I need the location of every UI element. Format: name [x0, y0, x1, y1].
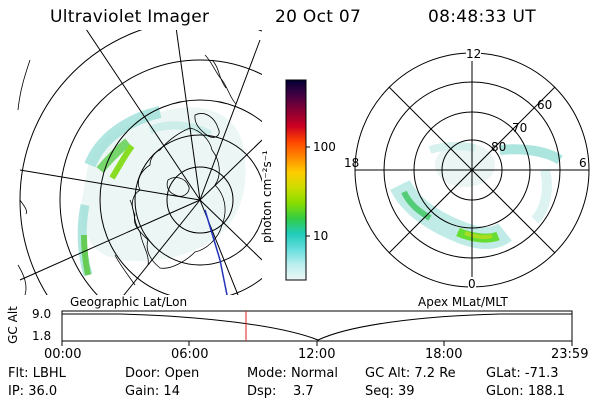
status-filter: Flt: LBHL — [8, 366, 66, 381]
mlt-lines — [355, 53, 589, 287]
left-map-caption: Geographic Lat/Lon — [70, 295, 188, 309]
status-ip: IP: 36.0 — [8, 384, 58, 399]
status-seq: Seq: 39 — [365, 384, 415, 399]
observation-time: 08:48:33 UT — [428, 7, 536, 27]
timeline-x-tick-2359: 23:59 — [551, 347, 589, 362]
mlt-label-6: 6 — [579, 156, 587, 170]
left-geographic-map — [17, 30, 262, 295]
status-door: Door: Open — [125, 366, 200, 381]
status-gain: Gain: 14 — [125, 384, 180, 399]
timeline-x-tick-1800: 18:00 — [425, 347, 463, 362]
mlat-label-80: 80 — [491, 140, 507, 154]
longitude-lines — [19, 30, 262, 295]
mlat-label-60: 60 — [537, 98, 553, 112]
timeline-x-tick-0600: 06:00 — [171, 347, 209, 362]
status-mode: Mode: Normal — [247, 366, 338, 381]
mlt-label-0: 0 — [468, 277, 476, 291]
status-gc-alt: GC Alt: 7.2 Re — [365, 366, 456, 381]
right-aurora-emission — [390, 141, 563, 249]
colorbar-tick-100: 100 — [313, 140, 336, 154]
altitude-timeline — [61, 310, 573, 346]
mlt-label-18: 18 — [344, 156, 360, 170]
observation-date: 20 Oct 07 — [275, 7, 362, 27]
right-map-caption: Apex MLat/MLT — [418, 295, 508, 309]
left-aurora-emission — [77, 106, 246, 277]
mlt-label-12: 12 — [466, 47, 482, 61]
colorbar — [285, 79, 310, 281]
status-glon: GLon: 188.1 — [486, 384, 566, 399]
right-polar-map — [354, 52, 590, 288]
colorbar-ticks — [306, 146, 310, 237]
timeline-x-tick-0000: 00:00 — [44, 347, 82, 362]
altitude-curve — [62, 313, 572, 341]
coastlines — [17, 54, 237, 295]
colorbar-tick-10: 10 — [313, 229, 329, 243]
status-dsp: Dsp: 3.7 — [247, 384, 314, 399]
terminator-line — [204, 209, 228, 295]
timeline-x-tick-1200: 12:00 — [298, 347, 336, 362]
status-glat: GLat: -71.3 — [486, 366, 559, 381]
timeline-y-tick-1-8: 1.8 — [32, 329, 52, 343]
mlat-label-70: 70 — [512, 121, 528, 135]
timeline-y-tick-9: 9.0 — [32, 307, 52, 321]
instrument-title: Ultraviolet Imager — [50, 7, 210, 27]
timeline-y-label: GC Alt — [5, 306, 20, 344]
timeline-ticks — [61, 341, 573, 346]
